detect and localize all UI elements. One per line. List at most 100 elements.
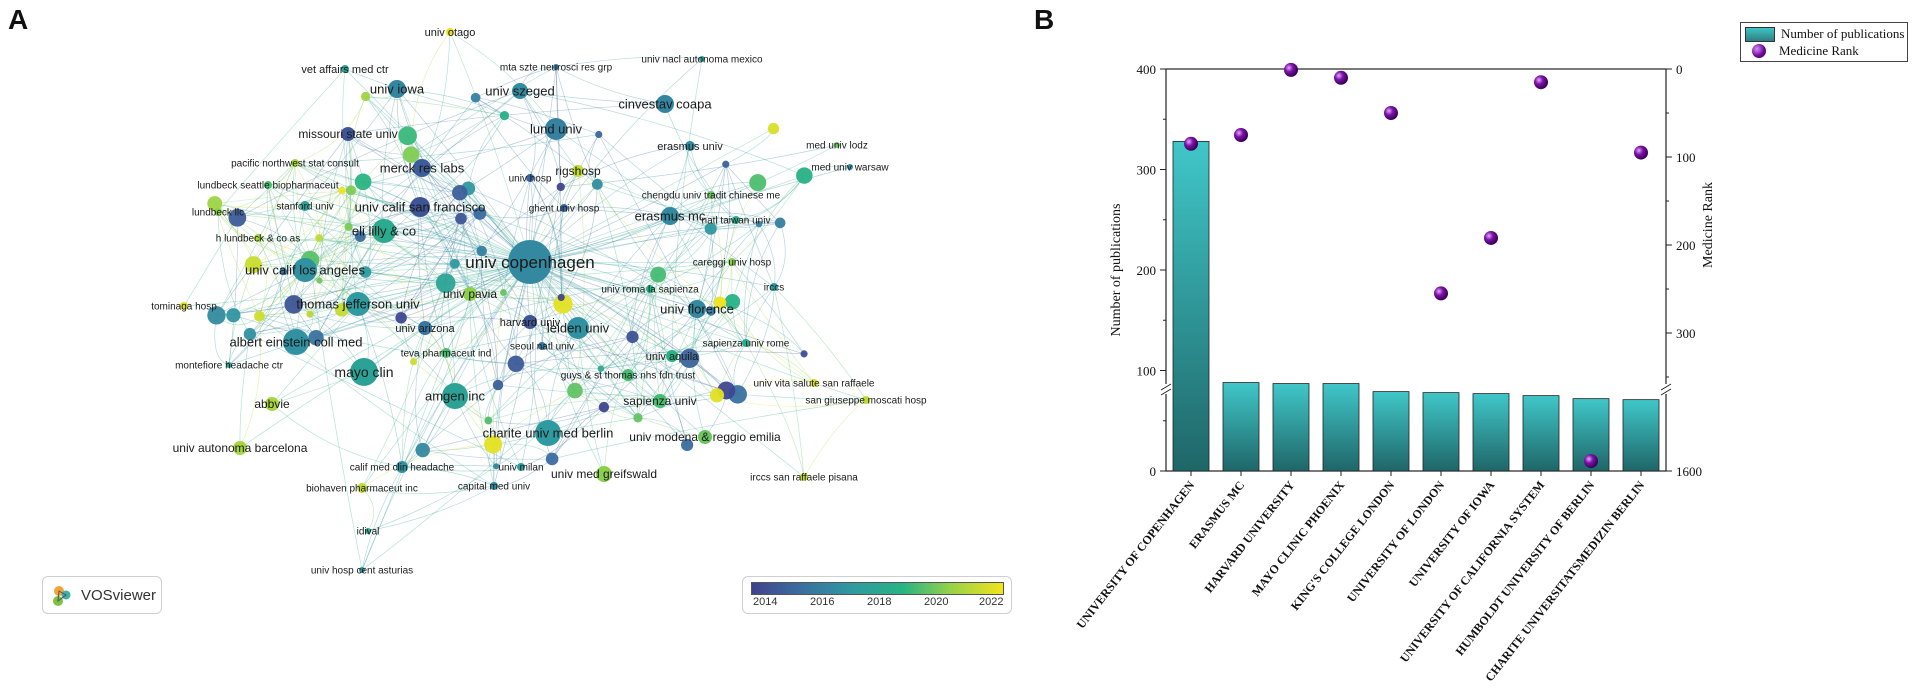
- network-node: [442, 383, 468, 409]
- network-edge: [710, 194, 723, 303]
- node-label: univ milan: [498, 463, 543, 474]
- network-edge: [347, 133, 531, 263]
- network-edge: [348, 226, 446, 284]
- network-edge: [731, 175, 805, 263]
- network-node: [633, 413, 643, 423]
- network-edge: [515, 351, 805, 365]
- node-label: mayo clin: [334, 364, 393, 380]
- y-tick-label: 400: [1137, 62, 1157, 77]
- node-label: albert einstein coll med: [230, 335, 363, 350]
- network-edge: [295, 261, 531, 343]
- network-edge: [562, 303, 673, 357]
- network-node: [847, 164, 853, 170]
- node-label: natl taiwan univ: [702, 216, 771, 227]
- network-edge: [493, 186, 562, 487]
- network-node: [626, 330, 639, 344]
- network-edge: [596, 184, 639, 418]
- network-edge: [309, 259, 426, 329]
- network-edge: [294, 162, 531, 323]
- network-node: [226, 362, 232, 368]
- network-edge: [396, 88, 505, 116]
- network-edge: [253, 261, 531, 271]
- rank-point: [1434, 286, 1448, 301]
- network-edge: [488, 398, 661, 421]
- network-edge: [529, 261, 605, 475]
- node-label: missouri state univ: [298, 127, 397, 141]
- network-node: [572, 165, 584, 177]
- network-node: [535, 420, 561, 446]
- node-label: biohaven pharmaceut inc: [306, 484, 418, 495]
- network-node: [228, 208, 247, 227]
- network-edge: [419, 206, 447, 354]
- network-node: [567, 317, 589, 339]
- network-edge: [249, 205, 306, 335]
- network-edge: [574, 357, 690, 391]
- network-edge: [396, 88, 471, 295]
- network-node: [650, 266, 667, 283]
- network-edge: [598, 134, 711, 230]
- bar: [1372, 391, 1410, 472]
- x-tick-label: UNIVERSITY OF IOWA: [1406, 478, 1498, 590]
- axis-break-mask: [1162, 384, 1170, 394]
- network-edge: [479, 213, 659, 275]
- network-edge: [577, 215, 671, 329]
- network-edge: [497, 336, 633, 386]
- network-edge: [773, 222, 786, 288]
- network-edge: [627, 288, 651, 376]
- bar-rank-chart: 0 100 200 300 400 Number of publications 0 100 2…: [1074, 62, 1716, 684]
- network-edge: [603, 288, 651, 408]
- network-node: [767, 122, 780, 135]
- y2-tick-label: 0: [1676, 62, 1683, 77]
- network-node: [517, 463, 525, 471]
- network-node: [470, 92, 481, 103]
- x-tick-label: HARVARD UNIVERSITY: [1202, 478, 1298, 595]
- y-tick-label: 300: [1137, 163, 1157, 178]
- network-node: [446, 28, 454, 36]
- network-edge: [361, 485, 495, 494]
- node-label: med univ lodz: [806, 141, 868, 152]
- network-edge: [627, 301, 733, 376]
- node-label: univ copenhagen: [465, 253, 595, 272]
- network-edge: [454, 321, 531, 397]
- node-label: thomas jefferson univ: [296, 297, 420, 312]
- node-label: irccs: [764, 283, 785, 294]
- network-node: [344, 222, 353, 231]
- network-edge: [309, 313, 426, 329]
- network-edge: [603, 308, 698, 408]
- network-edge: [710, 175, 805, 230]
- network-node: [207, 306, 226, 325]
- network-edge: [237, 190, 342, 219]
- network-node: [365, 528, 371, 534]
- node-label: univ otago: [425, 27, 476, 39]
- network-edge: [632, 336, 688, 446]
- network-edge: [445, 282, 564, 305]
- rank-point: [1534, 75, 1548, 90]
- y-axis-label: Number of publications: [1109, 204, 1124, 337]
- network-edge: [562, 303, 629, 376]
- network-edge: [493, 261, 531, 487]
- network-edge: [257, 230, 385, 241]
- node-label: h lundbeck & co as: [216, 234, 301, 245]
- network-node: [507, 355, 525, 372]
- network-edge: [445, 192, 465, 284]
- node-label: amgen inc: [425, 389, 485, 404]
- network-edge: [319, 181, 364, 281]
- network-edge: [541, 336, 633, 352]
- network-edge: [239, 334, 251, 449]
- network-edge: [239, 316, 262, 449]
- network-edge: [350, 189, 531, 263]
- node-label: univ hosp cent asturias: [311, 566, 413, 577]
- node-label: sapienza univ rome: [703, 339, 790, 350]
- node-label: lundbeck seattle biopharmaceut: [197, 181, 338, 192]
- network-edge: [365, 96, 421, 208]
- network-edge: [488, 228, 711, 421]
- network-edge: [365, 271, 651, 290]
- bar: [1322, 383, 1360, 472]
- network-edge: [562, 304, 605, 408]
- network-edge: [632, 336, 727, 391]
- network-edge: [360, 192, 460, 237]
- network-node: [560, 204, 568, 212]
- network-edge: [318, 167, 423, 239]
- network-node: [449, 258, 460, 269]
- network-edge: [659, 219, 737, 402]
